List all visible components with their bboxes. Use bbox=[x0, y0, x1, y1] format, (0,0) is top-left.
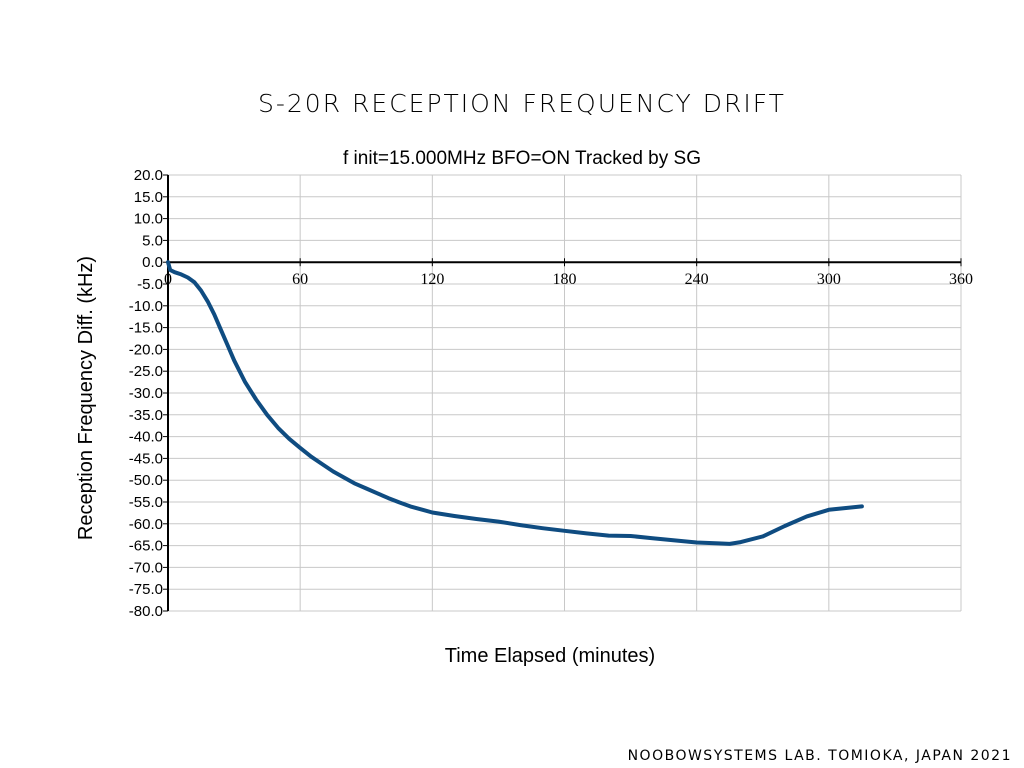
y-tick-label: -5.0 bbox=[137, 276, 163, 293]
y-tick-label: 5.0 bbox=[142, 232, 163, 249]
y-tick-label: -50.0 bbox=[129, 472, 163, 489]
y-tick-label: -70.0 bbox=[129, 559, 163, 576]
x-tick-label: 180 bbox=[553, 271, 577, 288]
axes bbox=[163, 174, 962, 612]
y-tick-label: -65.0 bbox=[129, 538, 163, 555]
x-tick-labels: 0 60 120 180 240 300 360 bbox=[164, 271, 973, 288]
series-layer bbox=[166, 260, 864, 546]
y-tick-label: -25.0 bbox=[129, 363, 163, 380]
x-tick-label: 0 bbox=[164, 271, 172, 288]
y-tick-label: -60.0 bbox=[129, 516, 163, 533]
chart-subtitle: f init=15.000MHz BFO=ON Tracked by SG bbox=[343, 148, 701, 169]
x-tick-label: 240 bbox=[685, 271, 709, 288]
y-tick-label: -80.0 bbox=[129, 603, 163, 620]
y-tick-label: -40.0 bbox=[129, 429, 163, 446]
x-tick-label: 60 bbox=[292, 271, 308, 288]
x-axis-label: Time Elapsed (minutes) bbox=[445, 645, 655, 667]
y-axis-label: Reception Frequency Diff. (kHz) bbox=[75, 256, 97, 540]
y-tick-label: -55.0 bbox=[129, 494, 163, 511]
y-tick-label: 0.0 bbox=[142, 254, 163, 271]
x-tick-label: 300 bbox=[817, 271, 841, 288]
y-tick-label: 10.0 bbox=[134, 211, 163, 228]
x-tick-label: 360 bbox=[949, 271, 973, 288]
drift-series-line bbox=[166, 260, 864, 546]
y-tick-labels: 20.0 15.0 10.0 5.0 0.0 -5.0 -10.0 -15.0 -20.0 -25… bbox=[129, 167, 163, 620]
y-tick-label: -20.0 bbox=[129, 341, 163, 358]
y-tick-label: -30.0 bbox=[129, 385, 163, 402]
y-tick-label: -10.0 bbox=[129, 298, 163, 315]
y-tick-label: -35.0 bbox=[129, 407, 163, 424]
y-tick-label: -15.0 bbox=[129, 320, 163, 337]
grid bbox=[168, 174, 962, 612]
y-tick-label: -45.0 bbox=[129, 450, 163, 467]
y-tick-label: 15.0 bbox=[134, 189, 163, 206]
y-tick-label: -75.0 bbox=[129, 581, 163, 598]
y-tick-label: 20.0 bbox=[134, 167, 163, 184]
footer-credit: NOOBOWSYSTEMS LAB. TOMIOKA, JAPAN 2021 bbox=[628, 748, 1012, 764]
chart-title: S-20R RECEPTION FREQUENCY DRIFT bbox=[258, 89, 786, 118]
x-tick-label: 120 bbox=[420, 271, 444, 288]
